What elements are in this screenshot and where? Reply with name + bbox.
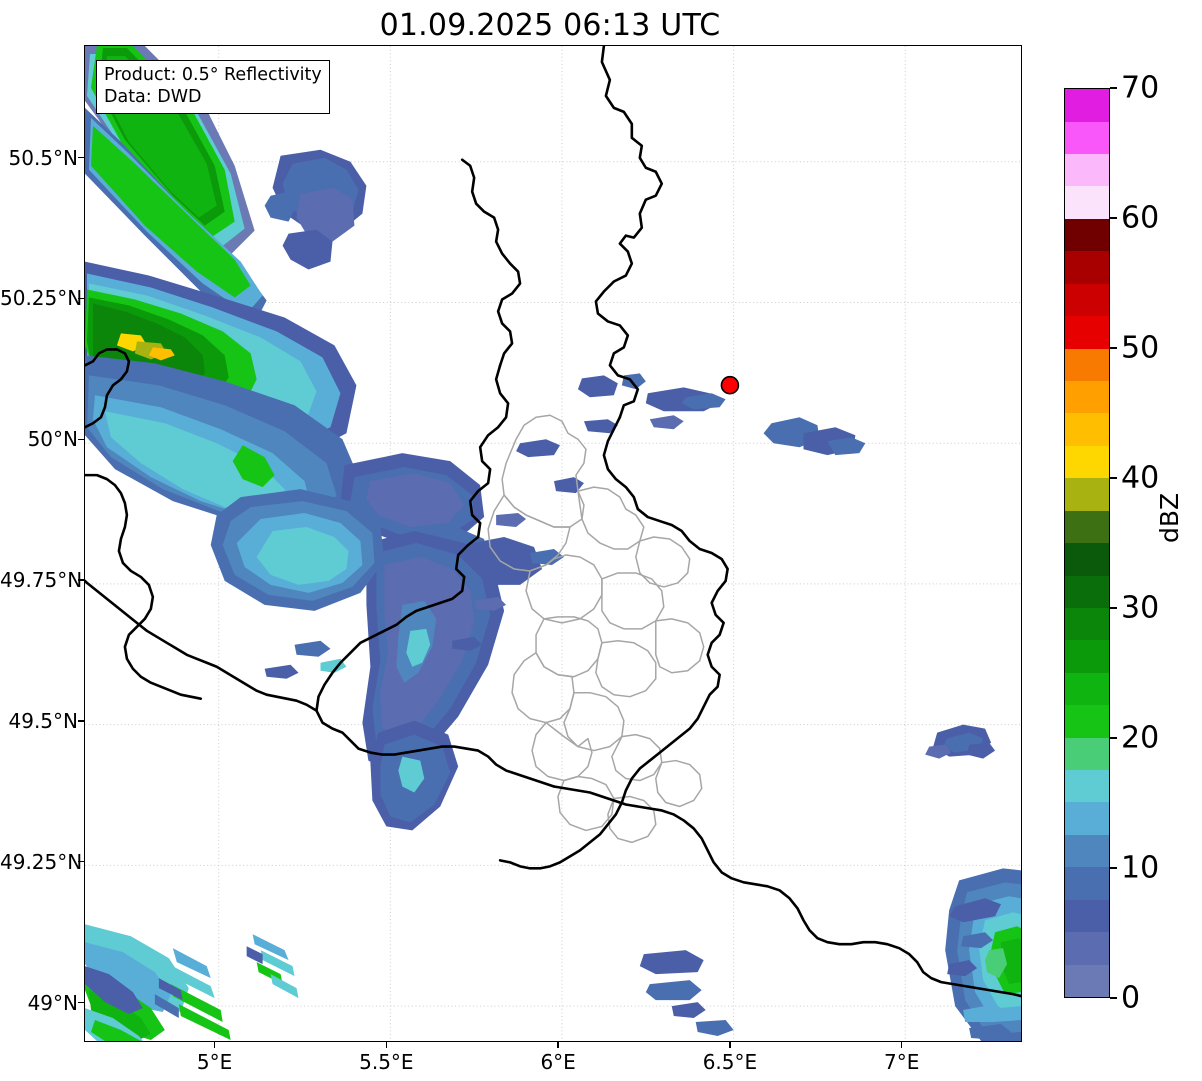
colorbar-tick-label: 0 (1121, 980, 1141, 1016)
longitude-tick-mark (557, 1042, 559, 1048)
colorbar-tick-label: 30 (1121, 590, 1160, 626)
radar-site-marker[interactable] (720, 375, 740, 395)
echo-fragments (264, 548, 564, 679)
radar-map-svg (85, 46, 1021, 1041)
latitude-tick-label: 50.5°N (8, 145, 79, 170)
colorbar-band (1065, 121, 1109, 155)
colorbar-band (1065, 899, 1109, 933)
longitude-tick-mark (385, 1042, 388, 1048)
latitude-tick-mark (78, 1001, 84, 1004)
colorbar-tick-label: 40 (1121, 460, 1160, 496)
latitude-tick-mark (78, 579, 84, 581)
colorbar-band (1065, 478, 1109, 511)
colorbar-band (1065, 348, 1109, 381)
info-box: Product: 0.5° Reflectivity Data: DWD (96, 60, 330, 114)
longitude-tick-mark (213, 1042, 216, 1048)
latitude-tick-label: 50.25°N (0, 286, 83, 311)
colorbar-band (1065, 413, 1109, 446)
echo-east-small (925, 724, 996, 759)
colorbar-band (1065, 510, 1109, 544)
echo-central-left (210, 489, 385, 611)
longitude-tick-label: 6°E (540, 1050, 576, 1074)
longitude-tick-mark (901, 1042, 903, 1048)
latitude-tick-label: 49.5°N (8, 708, 79, 733)
colorbar-tick-mark (1110, 607, 1117, 609)
radar-site-marker-layer (720, 375, 740, 395)
colorbar-tick-mark (1110, 87, 1117, 89)
longitude-tick-label: 5.5°E (359, 1050, 414, 1074)
colorbar-tick-mark (1110, 217, 1117, 219)
colorbar-band (1065, 607, 1109, 641)
longitude-tick-label: 5°E (196, 1050, 233, 1074)
info-data-line: Data: DWD (104, 87, 202, 108)
latitude-tick-mark (78, 156, 84, 159)
colorbar-band (1065, 802, 1109, 835)
colorbar-band (1065, 737, 1109, 771)
echo-southeast-core (945, 868, 1021, 1041)
echo-south-center (639, 950, 734, 1037)
colorbar-container[interactable]: 0 10 20 30 40 50 60 70 (1064, 71, 1159, 1016)
colorbar-tick-mark (1110, 867, 1117, 869)
latitude-tick-label: 49.75°N (0, 568, 83, 593)
colorbar-band (1065, 932, 1109, 965)
longitude-tick-mark (729, 1042, 731, 1048)
latitude-tick-mark (78, 438, 84, 440)
longitude-tick-label: 6.5°E (702, 1050, 758, 1074)
echo-radial-streaks (154, 948, 231, 1041)
echo-nw-fringe (85, 107, 267, 328)
colorbar-axis-label: dBZ (1155, 492, 1184, 543)
colorbar-band (1065, 89, 1109, 122)
colorbar-band (1065, 154, 1109, 187)
colorbar-tick-label: 70 (1121, 70, 1160, 106)
colorbar-tick-label: 10 (1121, 850, 1160, 886)
colorbar-band (1065, 186, 1109, 219)
page-title: 01.09.2025 06:13 UTC (379, 8, 721, 43)
colorbar-band (1065, 770, 1109, 803)
colorbar-band (1065, 445, 1109, 479)
latitude-tick-mark (78, 297, 84, 300)
colorbar-band (1065, 218, 1109, 252)
longitude-tick-label: 7°E (884, 1050, 920, 1074)
colorbar-tick-label: 50 (1121, 330, 1160, 366)
colorbar-band (1065, 834, 1109, 868)
latitude-tick-mark (78, 720, 84, 722)
country-borders (85, 46, 1021, 998)
latitude-tick-label: 49°N (27, 990, 78, 1015)
colorbar-band (1065, 672, 1109, 706)
echo-north-scattered (496, 373, 866, 528)
colorbar-band (1065, 705, 1109, 738)
colorbar-tick-label: 20 (1121, 720, 1160, 756)
colorbar-tick-mark (1110, 347, 1117, 349)
colorbar[interactable] (1064, 88, 1110, 998)
echo-streak-pair-a (246, 934, 299, 999)
colorbar-band (1065, 575, 1109, 608)
radar-echo-layer (85, 46, 1021, 1041)
colorbar-band (1065, 964, 1109, 997)
colorbar-tick-mark (1110, 737, 1117, 739)
colorbar-band (1065, 543, 1109, 576)
info-product-line: Product: 0.5° Reflectivity (104, 65, 322, 85)
latitude-tick-mark (78, 861, 84, 863)
colorbar-tick-mark (1110, 997, 1117, 999)
latitude-tick-label: 49.25°N (0, 849, 83, 874)
map-plot-area[interactable] (84, 45, 1022, 1042)
colorbar-band (1065, 867, 1109, 900)
echo-top-center-patch (264, 149, 367, 270)
colorbar-tick-mark (1110, 477, 1117, 479)
colorbar-tick-label: 60 (1121, 200, 1160, 236)
echo-west-sheet (85, 355, 361, 530)
colorbar-band (1065, 316, 1109, 349)
colorbar-band (1065, 380, 1109, 414)
latitude-tick-label: 50°N (27, 427, 78, 452)
colorbar-band (1065, 283, 1109, 317)
colorbar-band (1065, 251, 1109, 284)
admin-boundaries (487, 414, 705, 844)
colorbar-band (1065, 640, 1109, 673)
